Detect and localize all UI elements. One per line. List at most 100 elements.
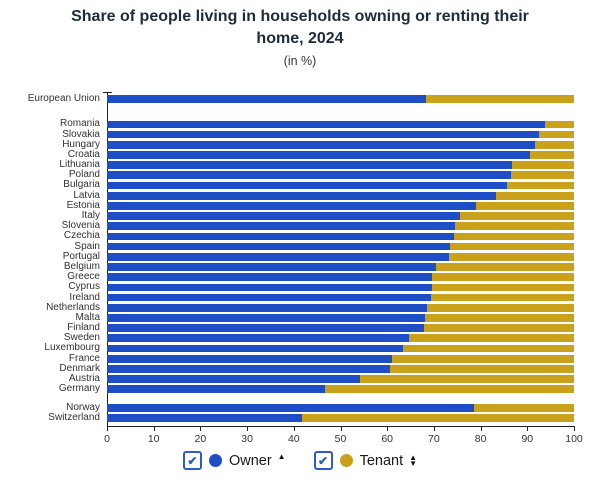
owner-bar-segment[interactable] [107,212,460,220]
stacked-bar [107,181,574,190]
bar-row: Spain [0,241,574,252]
owner-bar-segment[interactable] [107,414,302,423]
owner-bar-segment[interactable] [107,273,433,282]
group-spacer [0,104,574,119]
tenant-bar-segment[interactable] [475,202,574,210]
tenant-bar-segment[interactable] [426,94,574,103]
page-title: Share of people living in households own… [0,6,600,50]
owner-bar-segment[interactable] [107,303,428,312]
country-label: Latvia [73,189,100,201]
owner-bar-segment[interactable] [107,314,426,322]
owner-bar-segment[interactable] [107,365,390,373]
tenant-bar-segment[interactable] [454,232,574,241]
country-label: Slovakia [62,128,100,140]
tenant-bar-segment[interactable] [506,181,574,190]
owner-bar-segment[interactable] [107,120,545,129]
tenant-bar-segment[interactable] [430,293,574,302]
sort-by-owner-button[interactable]: Owner ▲ [229,452,286,469]
country-label: Slovenia [61,220,100,232]
owner-bar-segment[interactable] [107,252,449,261]
owner-bar-segment[interactable] [107,334,409,343]
owner-bar-segment[interactable] [107,191,497,200]
owner-bar-segment[interactable] [107,171,512,180]
tenant-bar-segment[interactable] [425,314,574,322]
tenant-bar-segment[interactable] [448,252,574,261]
x-tick-label: 90 [521,433,534,445]
x-axis-tick [107,426,108,431]
owner-bar-segment[interactable] [107,404,474,412]
owner-bar-segment[interactable] [107,324,424,332]
sort-by-tenant-button[interactable]: Tenant ▲ ▼ [360,453,417,469]
bar-row: Slovakia [0,129,574,139]
owner-bar-segment[interactable] [107,293,431,302]
tenant-bar-segment[interactable] [436,263,574,271]
legend: ✔ Owner ▲ ✔ Tenant ▲ ▼ [0,451,600,470]
stacked-bar [107,202,574,210]
tenant-bar-segment[interactable] [427,303,574,312]
country-label: Czechia [63,230,100,242]
tenant-bar-segment[interactable] [408,334,574,343]
owner-visibility-checkbox[interactable]: ✔ [182,451,202,470]
tenant-bar-segment[interactable] [512,161,574,169]
tenant-bar-segment[interactable] [301,414,574,423]
tenant-bar-segment[interactable] [534,140,574,149]
tenant-visibility-checkbox[interactable]: ✔ [313,451,333,470]
bar-row: Greece [0,272,574,282]
bar-row: Poland [0,170,574,180]
owner-bar-segment[interactable] [107,202,476,210]
tenant-bar-segment[interactable] [455,222,574,231]
bar-row: Netherlands [0,302,574,313]
x-tick-label: 0 [104,433,110,445]
tenant-bar-segment[interactable] [432,273,574,282]
owner-bar-segment[interactable] [107,242,450,251]
x-tick-label: 50 [334,433,347,445]
owner-bar-segment[interactable] [107,94,427,103]
x-tick-label: 10 [147,433,160,445]
owner-bar-segment[interactable] [107,161,513,169]
x-axis-tick [153,426,155,431]
tenant-bar-segment[interactable] [511,171,574,180]
tenant-bar-segment[interactable] [538,130,574,139]
stacked-bar [107,354,574,363]
owner-bar-segment[interactable] [107,140,535,149]
stacked-bar [107,120,574,129]
owner-bar-segment[interactable] [107,181,507,190]
tenant-bar-segment[interactable] [390,365,574,373]
bar-row: Malta [0,312,574,323]
tenant-bar-segment[interactable] [423,324,574,332]
bar-row: Sweden [0,333,574,343]
tenant-bar-segment[interactable] [529,151,574,159]
tenant-bar-segment[interactable] [431,283,574,292]
title-line-1: Share of people living in households own… [71,8,529,25]
owner-bar-segment[interactable] [107,263,437,271]
stacked-bar [107,293,574,302]
bar-row: Ireland [0,292,574,302]
owner-bar-segment[interactable] [107,385,326,394]
owner-bar-segment[interactable] [107,130,539,139]
bar-row: Norway [0,403,574,413]
owner-bar-segment[interactable] [107,232,455,241]
country-label: Romania [59,118,100,130]
owner-bar-segment[interactable] [107,354,393,363]
tenant-bar-segment[interactable] [473,404,574,412]
owner-bar-segment[interactable] [107,222,456,231]
tenant-bar-segment[interactable] [459,212,574,220]
tenant-bar-segment[interactable] [544,120,574,129]
stacked-bar [107,94,574,103]
tenant-bar-segment[interactable] [449,242,574,251]
country-label: Norway [66,402,100,414]
tenant-bar-segment[interactable] [392,354,574,363]
owner-bar-segment[interactable] [107,375,360,383]
owner-bar-segment[interactable] [107,283,432,292]
bar-row: Austria [0,374,574,384]
owner-bar-segment[interactable] [107,344,404,353]
tenant-bar-segment[interactable] [496,191,574,200]
x-axis-tick [527,426,529,431]
tenant-bar-segment[interactable] [325,385,574,394]
tenant-bar-segment[interactable] [403,344,574,353]
x-tick-label: 30 [241,433,253,445]
legend-item-owner: ✔ Owner ▲ [182,451,286,470]
x-axis-tick [387,426,389,431]
owner-bar-segment[interactable] [107,151,530,159]
tenant-bar-segment[interactable] [359,375,574,383]
